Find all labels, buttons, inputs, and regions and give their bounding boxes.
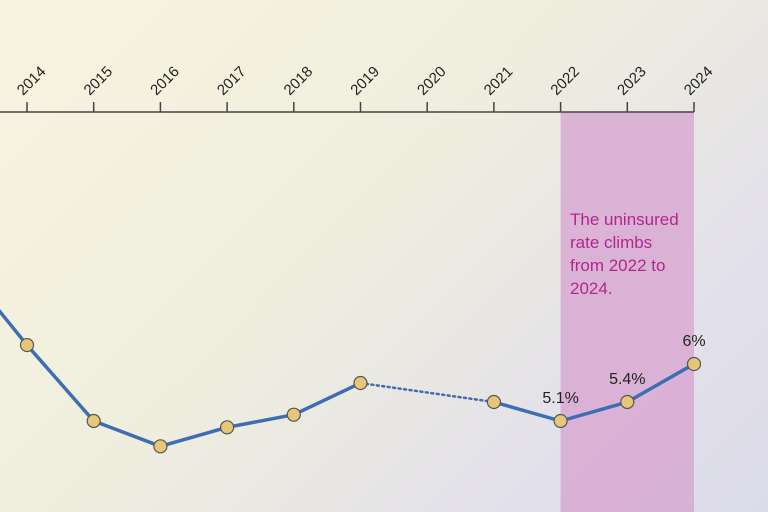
annotation-text: The uninsured rate climbs from 2022 to 2…	[570, 210, 679, 298]
data-point-2018	[286, 407, 301, 422]
x-tick-label: 2014	[14, 63, 50, 99]
x-tick-label: 2023	[614, 63, 650, 99]
data-point-2017	[220, 420, 235, 435]
highlight-band	[560, 112, 694, 512]
data-label-2024: 6%	[682, 333, 705, 350]
x-tick-label: 2015	[81, 63, 117, 99]
line-segment	[0, 308, 29, 347]
data-point-2023	[620, 394, 635, 410]
data-point-2021	[486, 394, 501, 410]
line-segment	[492, 400, 563, 423]
line-segment	[91, 419, 163, 449]
x-tick-label: 2016	[147, 63, 183, 99]
x-tick-label: 2022	[547, 63, 583, 99]
data-point-2015	[86, 413, 101, 429]
data-point-2022	[553, 413, 568, 429]
line-segment	[292, 381, 363, 417]
x-tick-label: 2018	[281, 63, 317, 99]
line-segment	[225, 412, 296, 430]
line-segment	[25, 343, 96, 423]
data-point-2014	[19, 337, 35, 353]
data-point-2016	[153, 439, 168, 454]
line-segment-dotted	[359, 381, 496, 404]
data-label-2022: 5.1%	[542, 390, 578, 407]
line-segment	[158, 425, 229, 449]
data-point-2024	[686, 356, 702, 372]
x-tick-label: 2024	[681, 63, 717, 99]
x-tick-label: 2021	[481, 63, 517, 99]
line-segment	[558, 400, 630, 423]
x-tick-label: 2017	[214, 63, 250, 99]
data-label-2023: 5.4%	[609, 371, 645, 388]
x-tick-label: 2019	[347, 63, 383, 99]
line-segment	[625, 362, 696, 404]
x-tick-label: 2020	[414, 63, 450, 99]
data-point-2019	[353, 375, 368, 391]
